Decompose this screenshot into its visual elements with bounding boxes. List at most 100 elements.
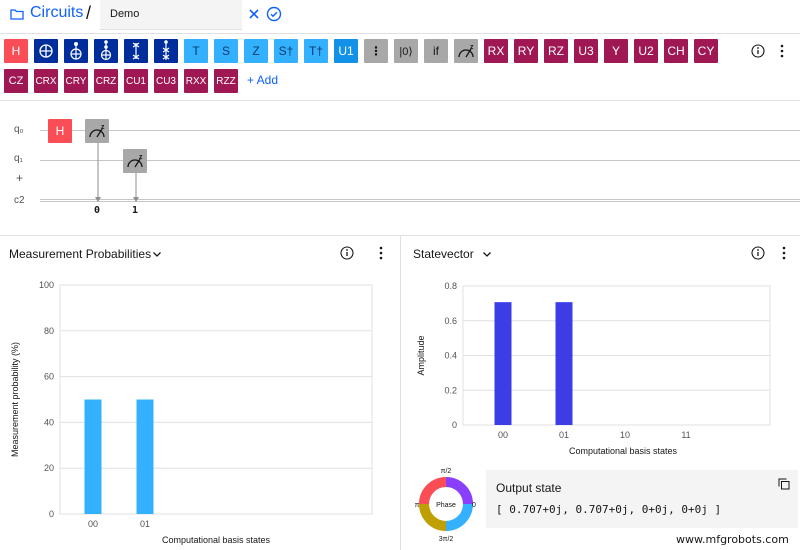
phase-label-left: π bbox=[415, 502, 420, 509]
gate-crz[interactable]: CRZ bbox=[94, 69, 118, 93]
info-icon[interactable] bbox=[340, 246, 354, 260]
phase-label-right: 0 bbox=[472, 502, 476, 509]
add-qubit-button[interactable]: + bbox=[16, 171, 24, 185]
chevron-down-icon[interactable] bbox=[152, 249, 162, 259]
watermark-text: www.mfgrobots.com bbox=[676, 533, 789, 546]
overflow-menu-icon[interactable] bbox=[379, 246, 383, 260]
overflow-menu-icon[interactable] bbox=[780, 44, 784, 58]
gate-cry[interactable]: CRY bbox=[64, 69, 88, 93]
circuit-gate-h[interactable]: H bbox=[48, 119, 72, 143]
qubit-label[interactable]: q₀ bbox=[14, 124, 24, 135]
circuit-name-input[interactable]: Demo bbox=[100, 0, 242, 30]
cnot-icon bbox=[70, 42, 82, 60]
y-axis-title: Amplitude bbox=[416, 335, 426, 375]
x-axis-title: Computational basis states bbox=[162, 535, 271, 545]
x-tick-label: 01 bbox=[140, 519, 150, 529]
gate-sdg[interactable]: S† bbox=[274, 39, 298, 63]
x-tick-label: 10 bbox=[620, 430, 630, 440]
app-header: Circuits / Demo bbox=[0, 0, 800, 30]
gate-rz[interactable]: RZ bbox=[544, 39, 568, 63]
gate-cswap[interactable] bbox=[154, 39, 178, 63]
panel-title: Measurement Probabilities bbox=[9, 247, 152, 261]
circuit-canvas[interactable]: q₀ q₁ + c2 H z 0 z 1 bbox=[0, 100, 800, 235]
measure-line bbox=[95, 143, 101, 202]
gate-crx[interactable]: CRX bbox=[34, 69, 58, 93]
panel-title: Statevector bbox=[413, 247, 474, 261]
copy-icon[interactable] bbox=[778, 478, 790, 490]
gate-cu1[interactable]: CU1 bbox=[124, 69, 148, 93]
gate-ry[interactable]: RY bbox=[514, 39, 538, 63]
breadcrumb-separator: / bbox=[86, 3, 92, 23]
gate-u2[interactable]: U2 bbox=[634, 39, 658, 63]
gate-z[interactable]: Z bbox=[244, 39, 268, 63]
bar bbox=[136, 399, 154, 514]
output-state-title: Output state bbox=[496, 481, 562, 495]
swap-icon bbox=[132, 42, 140, 60]
circuit-measure-q0[interactable]: z bbox=[85, 119, 109, 143]
circuit-measure-q1[interactable]: z bbox=[123, 149, 147, 173]
y-tick-label: 0.6 bbox=[444, 316, 457, 326]
not-icon bbox=[39, 44, 53, 58]
breadcrumb-circuits[interactable]: Circuits bbox=[30, 4, 84, 21]
y-tick-label: 20 bbox=[44, 463, 54, 473]
x-tick-label: 11 bbox=[681, 430, 690, 440]
y-tick-label: 0 bbox=[49, 509, 54, 519]
gate-ch[interactable]: CH bbox=[664, 39, 688, 63]
probabilities-chart: 0 20 40 60 80 100 00 01 Computational basis stat… bbox=[10, 280, 373, 545]
checkmark-icon[interactable] bbox=[266, 6, 282, 22]
svg-text:z: z bbox=[139, 154, 143, 161]
gate-cz[interactable]: CZ bbox=[4, 69, 28, 93]
info-icon[interactable] bbox=[751, 246, 765, 260]
gate-measure[interactable]: z bbox=[454, 39, 478, 63]
gate-y[interactable]: Y bbox=[604, 39, 628, 63]
gate-s[interactable]: S bbox=[214, 39, 238, 63]
gate-cnot[interactable] bbox=[64, 39, 88, 63]
output-state-value: [ 0.707+0j, 0.707+0j, 0+0j, 0+0j ] bbox=[496, 503, 722, 516]
gate-barrier[interactable]: ⋮ bbox=[364, 39, 388, 63]
gate-if[interactable]: if bbox=[424, 39, 448, 63]
info-icon[interactable] bbox=[751, 44, 765, 58]
folder-icon[interactable] bbox=[10, 8, 24, 20]
qubit-label[interactable]: q₁ bbox=[14, 153, 23, 164]
measure-icon: z bbox=[89, 124, 105, 138]
x-tick-label: 00 bbox=[88, 519, 98, 529]
panel-divider bbox=[400, 235, 401, 550]
classical-bit-label: 0 bbox=[94, 205, 101, 216]
gate-u3[interactable]: U3 bbox=[574, 39, 598, 63]
classical-bit-label: 1 bbox=[132, 205, 139, 216]
classical-register-label: c2 bbox=[14, 195, 25, 206]
gate-toffoli[interactable] bbox=[94, 39, 118, 63]
qubit-wire bbox=[40, 130, 800, 131]
gate-h[interactable]: H bbox=[4, 39, 28, 63]
bar bbox=[84, 399, 102, 514]
svg-text:z: z bbox=[470, 44, 474, 51]
gate-cu3[interactable]: CU3 bbox=[154, 69, 178, 93]
gate-u1[interactable]: U1 bbox=[334, 39, 358, 63]
close-icon[interactable] bbox=[246, 6, 262, 22]
y-tick-label: 60 bbox=[44, 372, 54, 382]
chevron-down-icon[interactable] bbox=[482, 249, 492, 259]
gate-swap[interactable] bbox=[124, 39, 148, 63]
gate-t[interactable]: T bbox=[184, 39, 208, 63]
measure-line bbox=[133, 173, 139, 202]
phase-wheel: Phase π/2 0 3π/2 π bbox=[415, 468, 476, 543]
overflow-menu-icon[interactable] bbox=[782, 246, 786, 260]
gate-not[interactable] bbox=[34, 39, 58, 63]
plot-frame bbox=[59, 284, 373, 515]
y-tick-label: 0.8 bbox=[444, 281, 457, 291]
y-tick-label: 100 bbox=[39, 280, 54, 290]
gate-rzz[interactable]: RZZ bbox=[214, 69, 238, 93]
gate-rx[interactable]: RX bbox=[484, 39, 508, 63]
toffoli-icon bbox=[100, 40, 112, 61]
gate-tdg[interactable]: T† bbox=[304, 39, 328, 63]
x-axis-title: Computational basis states bbox=[569, 446, 678, 456]
add-gate-link[interactable]: + Add bbox=[247, 73, 279, 87]
output-state-box: Output state [ 0.707+0j, 0.707+0j, 0+0j,… bbox=[486, 470, 798, 528]
gate-cy[interactable]: CY bbox=[694, 39, 718, 63]
x-tick-label: 00 bbox=[498, 430, 508, 440]
y-tick-label: 80 bbox=[44, 326, 54, 336]
gate-rxx[interactable]: RXX bbox=[184, 69, 208, 93]
gate-reset[interactable]: |0⟩ bbox=[394, 39, 418, 63]
y-tick-label: 0.4 bbox=[444, 351, 457, 361]
